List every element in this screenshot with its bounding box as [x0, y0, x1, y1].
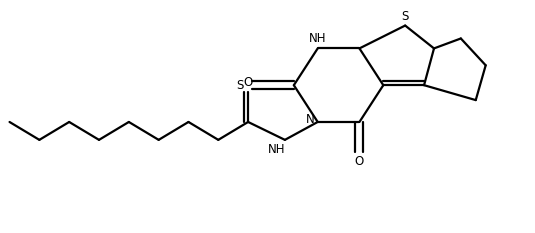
Text: N: N	[306, 113, 315, 127]
Text: O: O	[243, 76, 253, 89]
Text: NH: NH	[268, 143, 285, 156]
Text: O: O	[355, 155, 364, 168]
Text: S: S	[236, 79, 243, 92]
Text: S: S	[401, 10, 409, 23]
Text: NH: NH	[309, 32, 326, 45]
